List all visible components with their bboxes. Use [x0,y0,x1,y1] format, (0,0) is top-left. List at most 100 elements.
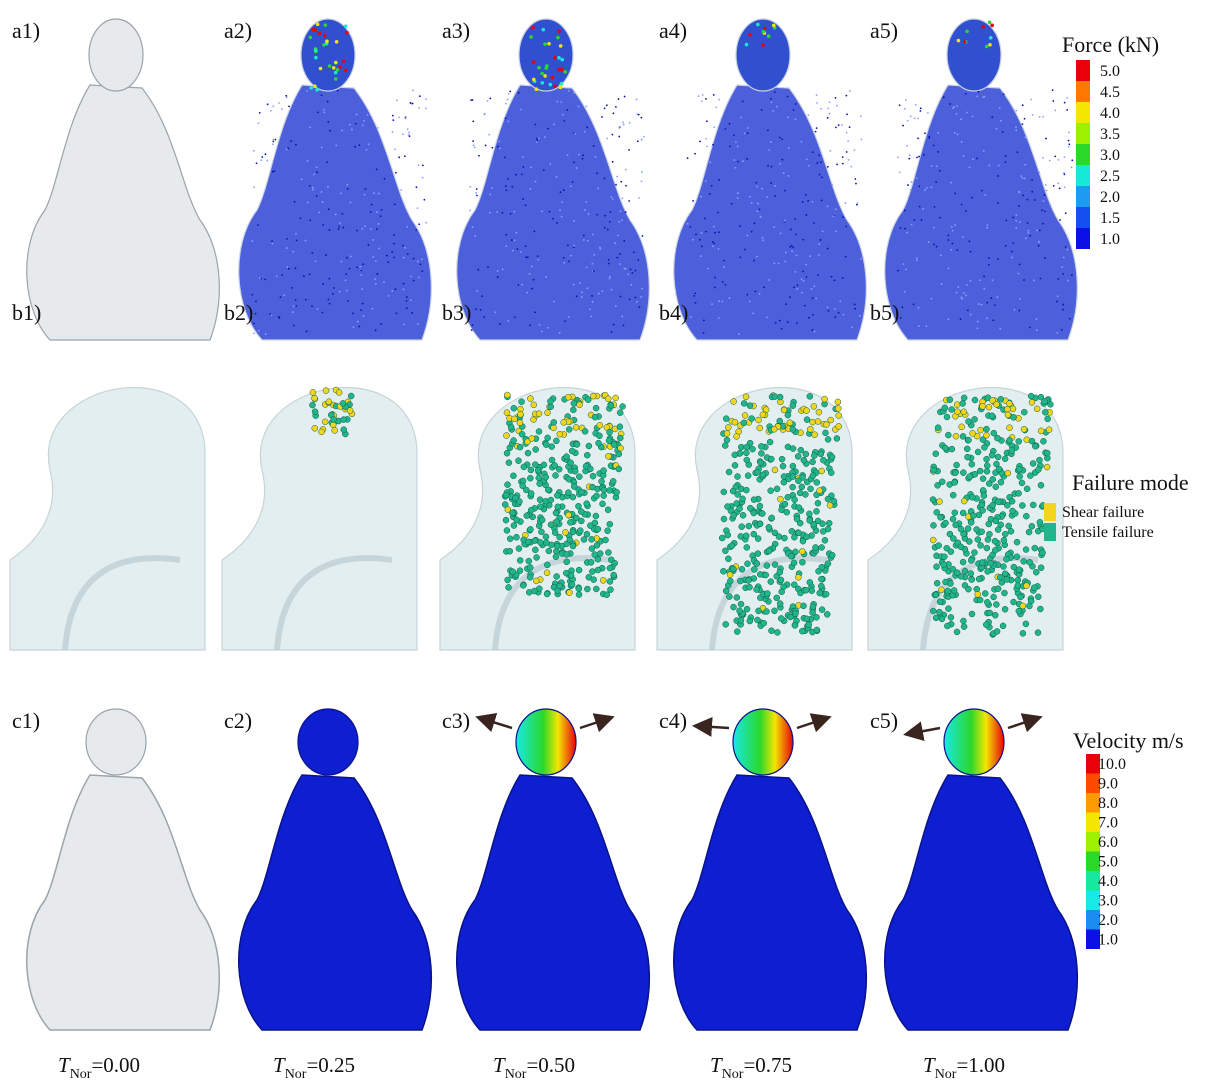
failure-dot [1027,472,1034,479]
speckle [1070,166,1073,169]
speckle [794,218,797,220]
speckle [700,245,703,248]
speckle [622,121,624,124]
failure-dot [569,528,577,536]
speckle [961,297,964,300]
speckle [1024,136,1027,139]
speckle [496,145,499,148]
failure-dot [506,547,514,555]
failure-dot [780,406,788,414]
failure-dot [763,562,771,569]
speckle [425,98,427,101]
speckle [350,255,352,258]
failure-dot [589,483,596,491]
speckle [1062,256,1065,259]
failure-dot [976,467,984,475]
legend-swatch [1076,144,1090,165]
failure-dot [995,465,1003,473]
speckle [766,316,768,319]
time-label: TNor=0.25 [273,1053,355,1082]
speckle [285,96,288,99]
failure-dot [834,405,842,412]
failure-dot [733,594,741,601]
failure-dot [771,425,778,433]
speckle [526,256,529,259]
speckle [403,155,406,158]
speckle [1018,263,1021,266]
failure-dot [505,459,513,466]
speckle [520,108,522,111]
failure-dot [806,393,814,400]
hot-spot [553,55,557,60]
speckle [968,240,971,243]
speckle [699,255,702,258]
failure-dot [777,495,784,503]
failure-dot [591,551,599,558]
failure-dot [542,441,550,448]
failure-dot [807,426,814,433]
speckle [977,303,980,305]
speckle [509,90,512,93]
speckle [1066,97,1069,99]
failure-dot [799,537,807,545]
speckle [980,189,983,192]
failure-dot [938,615,946,623]
speckle [603,107,606,110]
speckle [251,293,254,296]
speckle [380,323,383,325]
speckle [760,108,763,111]
speckle [529,188,532,190]
head-shell [221,386,418,651]
speckle [360,269,363,272]
speckle [266,103,269,106]
speckle [404,117,407,120]
speckle [406,128,409,131]
speckle [933,243,935,246]
failure-dot [971,549,978,556]
speckle [897,269,899,272]
failure-dot [552,553,560,560]
speckle [608,220,611,223]
failure-dot [816,589,823,597]
hot-spot [315,22,320,27]
speckle [792,246,795,249]
speckle [377,126,379,129]
failure-dot [552,472,559,479]
speckle [479,308,482,311]
speckle [334,213,337,216]
failure-dot [935,542,942,549]
speckle [252,149,255,152]
failure-dot [510,472,517,480]
speckle [1034,199,1036,201]
speckle [1018,309,1021,312]
speckle [855,203,858,206]
speckle [408,135,411,137]
failure-dot [749,445,756,453]
speckle [917,137,919,140]
failure-dot [569,493,577,501]
speckle [705,120,708,123]
speckle [608,277,611,280]
speckle [953,105,956,108]
speckle [1042,200,1045,203]
speckle [395,312,398,315]
hot-spot [544,66,549,70]
failure-dot [828,453,836,461]
failure-dot [607,402,615,409]
failure-dot [722,415,730,422]
speckle [364,225,367,228]
failure-dot [1015,465,1023,473]
failure-dot [553,573,560,580]
failure-dot [986,530,993,538]
speckle [338,225,340,228]
speckle [323,108,326,111]
failure-dot [791,581,798,588]
failure-dot [818,582,825,590]
failure-dot [744,560,751,567]
speckle [1028,326,1031,329]
speckle [258,112,261,114]
speckle [610,196,613,199]
statue-head [732,708,794,776]
speckle [977,90,980,93]
hot-spot [537,65,541,70]
